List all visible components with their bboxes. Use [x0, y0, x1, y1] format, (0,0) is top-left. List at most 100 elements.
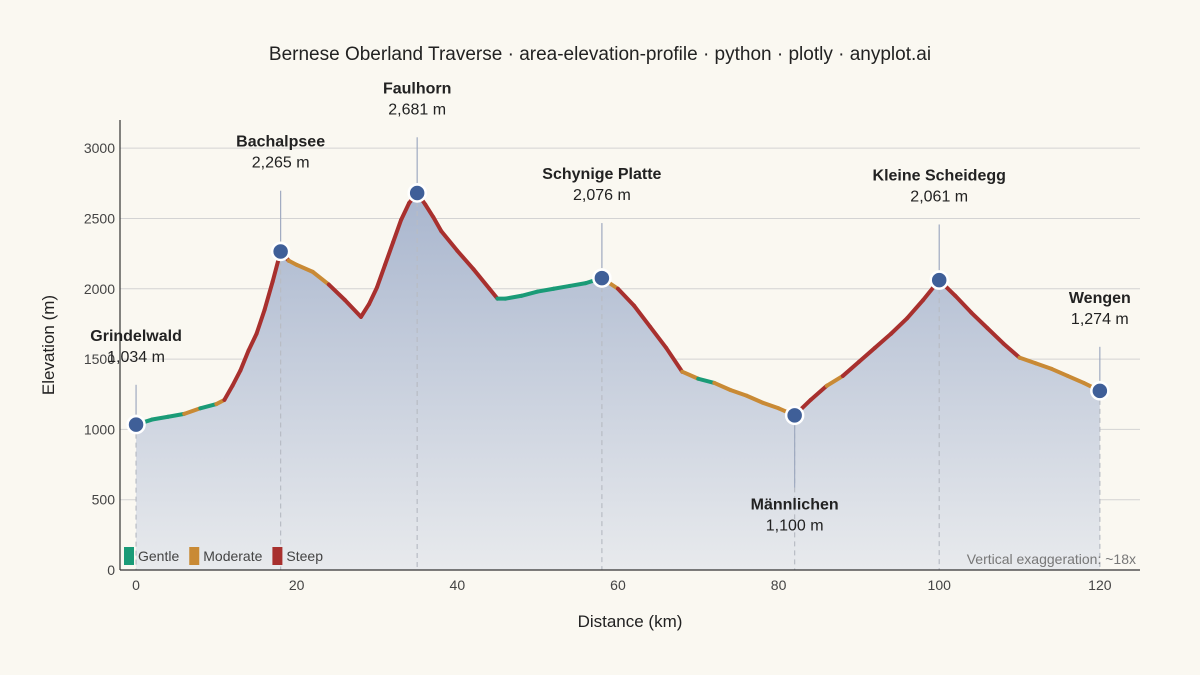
profile-segment-36 — [535, 286, 556, 294]
x-tick-label-120: 120 — [1088, 577, 1112, 593]
area-layer — [136, 193, 1100, 570]
waypoint-labels: Grindelwald 1,034 m Bachalpsee 2,265 m Faulh… — [90, 80, 1131, 534]
x-tick-label-80: 80 — [771, 577, 787, 593]
profile-segment-20 — [366, 285, 380, 307]
waypoint-marker-0 — [126, 414, 146, 435]
x-tick-label-0: 0 — [132, 577, 140, 593]
profile-segment-65 — [1001, 341, 1022, 360]
waypoint-elevation-4: 1,100 m — [766, 518, 824, 535]
y-tick-label-0: 0 — [107, 562, 115, 578]
profile-segment-42 — [632, 303, 653, 329]
profile-segment-32 — [487, 286, 500, 301]
waypoint-marker-4 — [784, 405, 805, 426]
waypoint-marker-5 — [929, 270, 949, 290]
x-tick-label-60: 60 — [610, 577, 626, 593]
waypoint-name-4: Männlichen — [751, 497, 839, 514]
profile-segment-24 — [399, 200, 412, 222]
profile-segment-54 — [824, 373, 845, 388]
profile-segment-30 — [455, 248, 476, 272]
waypoint-name-6: Wengen — [1069, 290, 1131, 307]
waypoint-marker-6 — [1090, 381, 1110, 401]
profile-segment-58 — [889, 316, 910, 336]
x-tick-label-20: 20 — [289, 577, 305, 593]
profile-segment-50 — [760, 400, 781, 411]
profile-segment-45 — [680, 369, 701, 381]
chart-title: Bernese Oberland Traverse · area-elevati… — [269, 44, 931, 65]
waypoint-elevation-3: 2,076 m — [573, 187, 631, 204]
y-tick-label-2000: 2000 — [84, 281, 115, 297]
profile-segment-64 — [985, 326, 1006, 346]
profile-segment-11 — [262, 279, 275, 312]
y-tick-label-2500: 2500 — [84, 210, 115, 226]
profile-segment-35 — [519, 289, 540, 298]
profile-segment-48 — [728, 388, 749, 398]
waypoint-elevation-1: 2,265 m — [252, 155, 310, 172]
profile-segment-21 — [375, 262, 388, 290]
profile-segment-9 — [246, 331, 259, 353]
waypoint-name-0: Grindelwald — [90, 328, 182, 345]
profile-segment-53 — [808, 383, 829, 402]
legend-swatch-moderate — [189, 547, 200, 565]
y-tick-label-3000: 3000 — [84, 140, 115, 156]
profile-segment-27 — [423, 202, 436, 220]
profile-segment-3 — [182, 406, 203, 416]
profile-segment-46 — [696, 376, 717, 385]
profile-segment-63 — [969, 310, 990, 331]
profile-segment-18 — [342, 298, 363, 319]
waypoint-markers — [126, 183, 1110, 435]
profile-segment-66 — [1017, 355, 1038, 366]
legend-label-moderate: Moderate — [203, 548, 262, 564]
x-tick-label-40: 40 — [450, 577, 466, 593]
waypoint-marker-3 — [592, 268, 612, 288]
waypoint-name-5: Kleine Scheidegg — [873, 167, 1006, 184]
tick-labels: 0 500 1000 1500 2000 2500 3000 0 20 40 60 80 100 120 — [84, 140, 1112, 593]
profile-segment-16 — [310, 269, 331, 287]
waypoint-elevation-0: 1,034 m — [107, 349, 165, 366]
profile-segment-23 — [391, 217, 404, 245]
profile-segment-34 — [503, 293, 524, 301]
profile-segment-7 — [230, 368, 243, 388]
waypoint-elevation-2: 2,681 m — [388, 101, 446, 118]
y-axis-title: Elevation (m) — [39, 295, 58, 395]
profile-segment-67 — [1033, 361, 1054, 371]
profile-segment-8 — [238, 348, 251, 373]
profile-segment-31 — [471, 267, 492, 291]
legend-label-steep: Steep — [286, 548, 323, 564]
axes — [119, 120, 1140, 571]
waypoint-guides — [135, 137, 1101, 570]
profile-segment-55 — [840, 359, 861, 378]
profile-segment-29 — [439, 229, 460, 253]
profile-segment-22 — [383, 240, 396, 267]
legend-swatch-steep — [272, 547, 283, 565]
x-axis-title: Distance (km) — [578, 612, 683, 631]
waypoint-name-3: Schynige Platte — [542, 166, 661, 183]
profile-segment-17 — [326, 282, 347, 302]
waypoint-marker-1 — [270, 241, 291, 262]
profile-segment-44 — [664, 345, 685, 374]
vertical-exaggeration-note: Vertical exaggeration: ~18x — [967, 551, 1136, 567]
profile-segment-2 — [166, 411, 187, 419]
profile-segment-47 — [712, 380, 733, 392]
profile-segment-57 — [872, 331, 894, 350]
y-tick-label-1000: 1000 — [84, 421, 115, 437]
profile-segment-4 — [198, 402, 219, 411]
profile-segment-10 — [254, 307, 267, 336]
waypoint-elevation-6: 1,274 m — [1071, 311, 1129, 328]
y-tick-label-1500: 1500 — [84, 351, 115, 367]
x-tick-label-100: 100 — [928, 577, 952, 593]
profile-segment-15 — [294, 262, 315, 274]
profile-segment-69 — [1065, 373, 1086, 385]
profile-segment-68 — [1049, 366, 1070, 378]
legend-label-gentle: Gentle — [138, 548, 179, 564]
waypoint-name-2: Faulhorn — [383, 80, 451, 97]
profile-line — [134, 190, 1102, 427]
profile-segment-1 — [150, 414, 171, 422]
profile-segment-37 — [551, 283, 572, 291]
y-tick-label-500: 500 — [92, 492, 116, 508]
waypoint-elevation-5: 2,061 m — [910, 188, 968, 205]
profile-segment-62 — [953, 293, 974, 315]
profile-segment-28 — [431, 215, 444, 234]
profile-segment-6 — [222, 383, 235, 402]
profile-segment-56 — [856, 345, 877, 364]
